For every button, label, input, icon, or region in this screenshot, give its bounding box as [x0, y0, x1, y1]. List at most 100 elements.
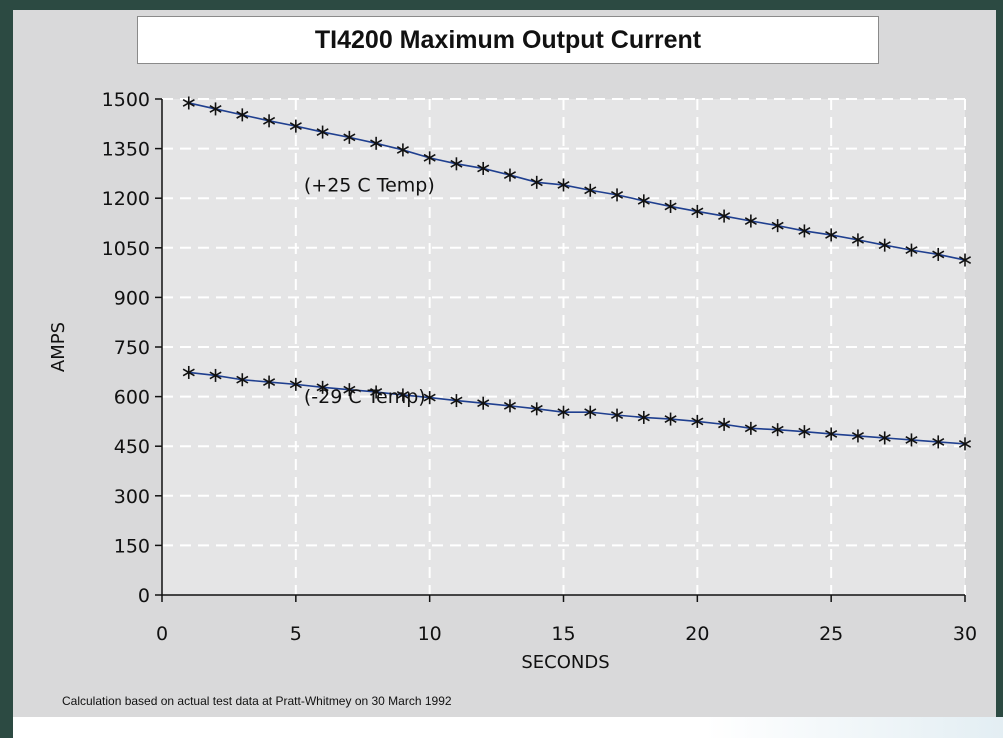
marker-stroke	[370, 139, 383, 148]
marker-stroke	[744, 217, 757, 225]
marker-stroke	[664, 202, 677, 211]
data-point	[771, 219, 784, 233]
marker-stroke	[396, 145, 409, 154]
marker-stroke	[610, 411, 624, 420]
data-point	[798, 224, 811, 238]
marker-stroke	[423, 393, 436, 402]
marker-stroke	[182, 368, 195, 377]
marker-stroke	[798, 427, 811, 436]
marker-stroke	[316, 383, 329, 392]
data-point	[343, 383, 356, 397]
data-point	[584, 183, 597, 197]
marker-stroke	[263, 116, 276, 125]
data-point	[932, 247, 945, 261]
data-point	[477, 396, 490, 410]
x-tick-label: 0	[156, 623, 168, 645]
data-point	[316, 380, 329, 394]
marker-stroke	[878, 241, 891, 250]
y-tick-label: 1500	[102, 89, 150, 111]
data-point	[905, 433, 918, 447]
data-point	[530, 402, 543, 416]
labels: 0 150 300 450 600 750 900 1050 1200 1350 1500 0 5 10 1…	[48, 89, 977, 673]
marker-stroke	[450, 159, 463, 168]
data-point	[610, 408, 624, 422]
data-point	[263, 114, 276, 128]
data-point	[182, 365, 195, 379]
data-point	[798, 425, 811, 439]
marker-stroke	[905, 246, 918, 255]
footnote: Calculation based on actual test data at…	[62, 694, 452, 708]
x-tick-label: 10	[418, 623, 442, 645]
data-point	[289, 377, 302, 391]
y-tick-label: 1050	[102, 238, 150, 260]
y-axis-title: AMPS	[48, 322, 69, 372]
y-tick-label: 450	[114, 436, 150, 458]
series-line-2	[188, 371, 966, 445]
y-tick-label: 150	[114, 535, 150, 557]
data-point	[610, 188, 624, 202]
marker-stroke	[477, 164, 490, 173]
marker-stroke	[557, 408, 570, 417]
series-layer	[182, 96, 972, 451]
marker-stroke	[851, 432, 864, 440]
data-point	[477, 161, 490, 175]
x-tick-label: 20	[685, 623, 709, 645]
marker-stroke	[396, 391, 409, 399]
marker-stroke	[771, 221, 784, 230]
marker-stroke	[825, 230, 838, 239]
data-point	[209, 102, 222, 116]
data-point	[584, 405, 597, 419]
data-point	[530, 175, 543, 189]
marker-stroke	[958, 256, 972, 264]
marker-stroke	[503, 401, 517, 410]
data-point	[450, 157, 463, 171]
y-tick-label: 300	[114, 486, 150, 508]
marker-stroke	[958, 439, 972, 448]
data-point	[851, 429, 864, 443]
y-tick-label: 0	[138, 585, 150, 607]
data-point	[637, 410, 650, 424]
marker-stroke	[798, 226, 811, 235]
marker-stroke	[771, 425, 784, 434]
data-point	[289, 119, 302, 133]
annotation-1: (+25 C Temp)	[304, 175, 435, 197]
marker-stroke	[289, 380, 302, 389]
y-tick-label: 1200	[102, 188, 150, 210]
marker-stroke	[878, 433, 891, 442]
data-point	[691, 414, 704, 428]
chart-title: TI4200 Maximum Output Current	[137, 16, 879, 64]
data-point	[718, 209, 731, 223]
marker-stroke	[744, 424, 757, 433]
data-point	[744, 214, 757, 228]
marker-stroke	[530, 404, 543, 413]
x-tick-label: 5	[290, 623, 302, 645]
data-point	[851, 233, 864, 247]
marker-stroke	[905, 435, 918, 444]
marker-stroke	[637, 413, 650, 422]
data-point	[503, 168, 517, 182]
marker-stroke	[932, 437, 945, 446]
data-point	[370, 136, 383, 150]
y-tick-label: 600	[114, 387, 150, 409]
data-point	[236, 108, 249, 122]
data-point	[209, 368, 222, 382]
marker-stroke	[557, 181, 570, 189]
marker-stroke	[423, 153, 436, 162]
marker-stroke	[450, 396, 463, 405]
x-tick-label: 15	[551, 623, 575, 645]
data-point	[771, 423, 784, 437]
marker-stroke	[370, 388, 383, 396]
marker-stroke	[664, 415, 677, 424]
marker-stroke	[343, 385, 356, 394]
data-point	[905, 243, 918, 257]
data-point	[396, 388, 409, 402]
data-point	[664, 412, 677, 426]
marker-stroke	[209, 104, 222, 113]
marker-stroke	[343, 133, 356, 142]
marker-stroke	[209, 371, 222, 380]
y-tick-label: 1350	[102, 139, 150, 161]
data-point	[958, 253, 972, 267]
data-point	[236, 373, 249, 387]
marker-stroke	[932, 250, 945, 259]
